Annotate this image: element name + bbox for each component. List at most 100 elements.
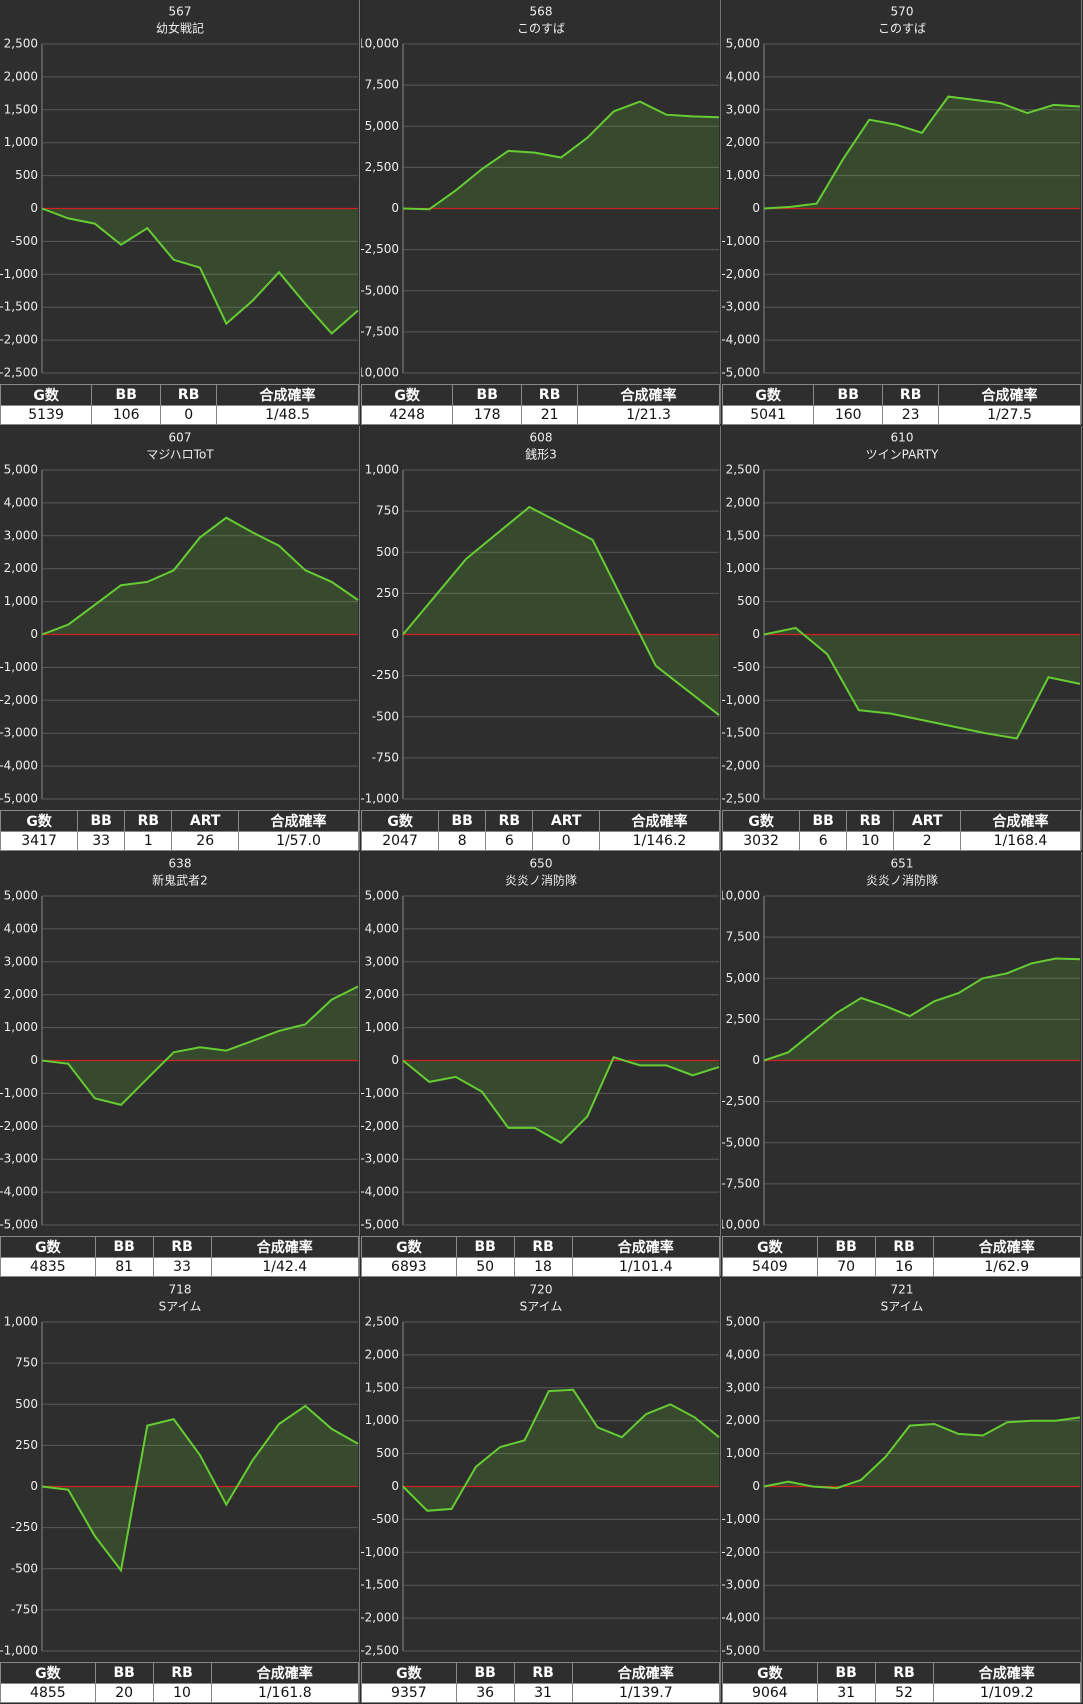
data-cell: 5041 xyxy=(721,405,815,425)
chart: 567 幼女戦記 2,500 2,000 1,500 1,000 500 0 -500 -1,00… xyxy=(0,5,359,380)
header-cell: BB xyxy=(77,810,126,832)
y-tick-label: 5,000 xyxy=(726,37,760,51)
header-cell: RB xyxy=(152,1662,212,1684)
data-row: 5409 70 16 1/62.9 xyxy=(722,1257,1082,1277)
data-cell: 1/161.8 xyxy=(210,1683,360,1703)
y-tick-label: -500 xyxy=(11,234,38,248)
stats-table: G数 BB RB 合成確率 4248 178 21 1/21.3 xyxy=(360,384,720,425)
header-row: G数 BB RB 合成確率 xyxy=(361,1236,721,1258)
y-tick-label: -1,500 xyxy=(0,300,38,314)
y-tick-label: 1,000 xyxy=(726,1446,760,1460)
y-tick-label: -1,000 xyxy=(0,267,38,281)
chart: 607 マジハロToT 5,000 4,000 3,000 2,000 1,000 0 -1,0… xyxy=(0,431,359,806)
data-cell: 1/139.7 xyxy=(571,1683,721,1703)
line xyxy=(402,1388,720,1512)
chart-subtitle: 炎炎ノ消防隊 xyxy=(866,873,938,888)
data-cell: 50 xyxy=(455,1257,515,1277)
area xyxy=(764,1417,1080,1489)
y-tick-label: 1,500 xyxy=(4,102,38,116)
line xyxy=(41,207,359,335)
y-tick-label: 4,000 xyxy=(365,921,399,935)
header-row: G数 BB RB ART 合成確率 xyxy=(0,810,360,832)
chart: 651 炎炎ノ消防隊 10,000 7,500 5,000 2,500 0 -2,500 -5,… xyxy=(722,857,1081,1232)
area xyxy=(42,208,358,334)
header-cell: 合成確率 xyxy=(938,384,1081,406)
y-tick-label: -2,500 xyxy=(361,242,399,256)
y-tick-label: 10,000 xyxy=(722,889,760,903)
y-tick-label: 5,000 xyxy=(365,119,399,133)
data-cell: 9357 xyxy=(361,1683,457,1703)
data-row: 3032 6 10 2 1/168.4 xyxy=(721,831,1082,851)
y-tick-label: 1,000 xyxy=(4,594,38,608)
area xyxy=(764,96,1080,209)
stats-table: G数 BB RB 合成確率 6893 50 18 1/101.4 xyxy=(361,1236,721,1277)
y-tick-label: -3,000 xyxy=(0,726,38,740)
header-cell: BB xyxy=(455,1662,515,1684)
chart-cell: 651 炎炎ノ消防隊 10,000 7,500 5,000 2,500 0 -2,500 -5,… xyxy=(722,852,1082,1277)
data-cell: 3032 xyxy=(721,831,801,851)
data-cell: 4835 xyxy=(0,1257,96,1277)
y-tick-label: 5,000 xyxy=(4,889,38,903)
header-cell: 合成確率 xyxy=(932,1662,1082,1684)
y-tick-label: -1,000 xyxy=(0,1086,38,1100)
y-tick-label: 0 xyxy=(391,201,399,215)
data-cell: 33 xyxy=(77,831,126,851)
y-tick-label: 3,000 xyxy=(4,954,38,968)
data-cell: 70 xyxy=(816,1257,876,1277)
y-tick-label: -750 xyxy=(372,750,399,764)
y-tick-label: 500 xyxy=(376,1446,399,1460)
header-cell: RB xyxy=(513,1236,573,1258)
chart: 608 銭形3 1,000 750 500 250 0 -250 -500 -750 -1,000 xyxy=(361,431,720,806)
y-tick-label: -10,000 xyxy=(361,366,399,380)
header-cell: RB xyxy=(882,384,940,406)
chart-cell: 721 Sアイム 5,000 4,000 3,000 2,000 1,000 0 -1,000 -… xyxy=(722,1278,1082,1703)
data-row: 2047 8 6 0 1/146.2 xyxy=(360,831,721,851)
y-tick-label: 2,000 xyxy=(4,69,38,83)
y-tick-label: -1,000 xyxy=(0,1644,38,1658)
chart-subtitle: 炎炎ノ消防隊 xyxy=(505,873,577,888)
chart-title: 568 xyxy=(530,5,553,19)
y-tick-label: -1,500 xyxy=(722,726,760,740)
y-tick-label: -7,500 xyxy=(722,1176,760,1190)
y-tick-label: -2,000 xyxy=(0,1119,38,1133)
data-cell: 2047 xyxy=(360,831,440,851)
header-cell: BB xyxy=(438,810,487,832)
y-tick-label: 1,000 xyxy=(365,463,399,477)
area xyxy=(403,507,719,716)
chart-cell: 567 幼女戦記 2,500 2,000 1,500 1,000 500 0 -500 -1,00… xyxy=(0,0,360,425)
data-cell: 33 xyxy=(152,1257,212,1277)
stats-table: G数 BB RB ART 合成確率 3032 6 10 2 1/168.4 xyxy=(721,810,1082,851)
y-tick-label: 1,000 xyxy=(726,168,760,182)
stats-table: G数 BB RB ART 合成確率 2047 8 6 0 1/146.2 xyxy=(360,810,721,851)
y-tick-label: -5,000 xyxy=(0,1218,38,1232)
header-cell: 合成確率 xyxy=(598,810,721,832)
data-cell: 1/21.3 xyxy=(577,405,720,425)
y-tick-label: -5,000 xyxy=(0,792,38,806)
header-cell: BB xyxy=(94,1236,154,1258)
header-cell: 合成確率 xyxy=(210,1662,360,1684)
y-tick-label: 250 xyxy=(15,1438,38,1452)
y-tick-label: 0 xyxy=(30,201,38,215)
chart-title: 650 xyxy=(530,857,553,871)
line xyxy=(41,1404,359,1573)
header-cell: RB xyxy=(874,1662,934,1684)
y-tick-label: -4,000 xyxy=(722,333,760,347)
chart-subtitle: 新鬼武者2 xyxy=(152,873,208,888)
data-cell: 0 xyxy=(160,405,218,425)
y-tick-label: -2,000 xyxy=(722,267,760,281)
header-cell: G数 xyxy=(360,810,440,832)
header-cell: BB xyxy=(816,1236,876,1258)
header-cell: 合成確率 xyxy=(571,1236,721,1258)
chart-subtitle: Sアイム xyxy=(881,1300,924,1314)
y-tick-label: -1,000 xyxy=(722,1512,760,1526)
y-tick-label: -500 xyxy=(733,660,760,674)
y-tick-label: -4,000 xyxy=(0,759,38,773)
header-cell: RB xyxy=(874,1236,934,1258)
header-cell: ART xyxy=(171,810,239,832)
header-cell: G数 xyxy=(361,1236,457,1258)
header-cell: BB xyxy=(94,1662,154,1684)
chart-title: 607 xyxy=(169,431,192,445)
y-tick-label: 2,000 xyxy=(726,495,760,509)
y-tick-label: -2,000 xyxy=(0,693,38,707)
header-cell: G数 xyxy=(722,1236,818,1258)
